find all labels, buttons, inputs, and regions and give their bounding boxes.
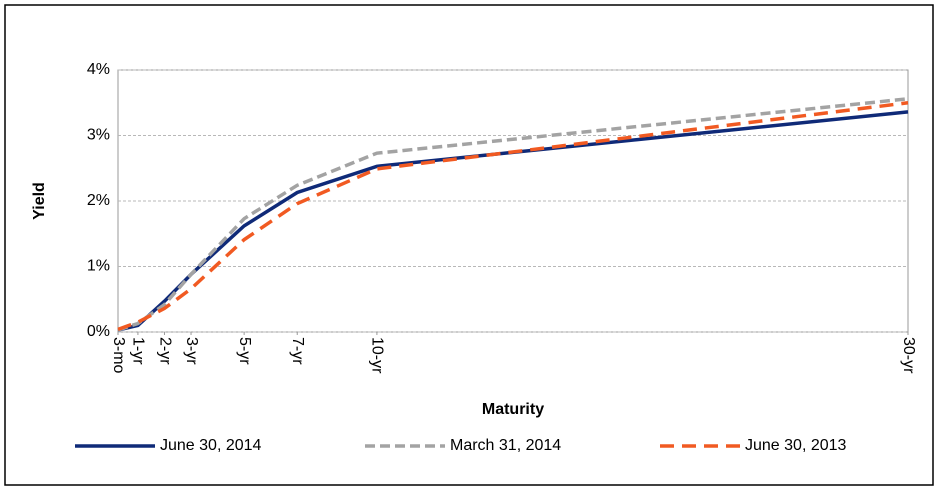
legend-label: June 30, 2013	[745, 437, 847, 454]
x-tick-label: 30-yr	[900, 337, 917, 374]
x-tick-label: 10-yr	[369, 337, 386, 374]
x-tick-label: 2-yr	[156, 337, 173, 365]
y-axis-title: Yield	[31, 182, 48, 220]
x-tick-label: 5-yr	[236, 337, 253, 365]
x-tick-label: 7-yr	[289, 337, 306, 365]
y-tick-label: 3%	[87, 127, 110, 144]
x-tick-label: 1-yr	[130, 337, 147, 365]
x-tick-label: 3-mo	[110, 337, 127, 374]
series-line	[117, 101, 909, 332]
y-tick-label: 1%	[87, 258, 110, 275]
legend-label: June 30, 2014	[160, 437, 262, 454]
y-tick-label: 0%	[87, 323, 110, 340]
x-axis-title: Maturity	[482, 401, 544, 418]
y-tick-label: 4%	[87, 61, 110, 78]
x-tick-label: 3-yr	[183, 337, 200, 365]
series-line	[117, 97, 909, 332]
y-tick-label: 2%	[87, 192, 110, 209]
legend-label: March 31, 2014	[450, 437, 561, 454]
